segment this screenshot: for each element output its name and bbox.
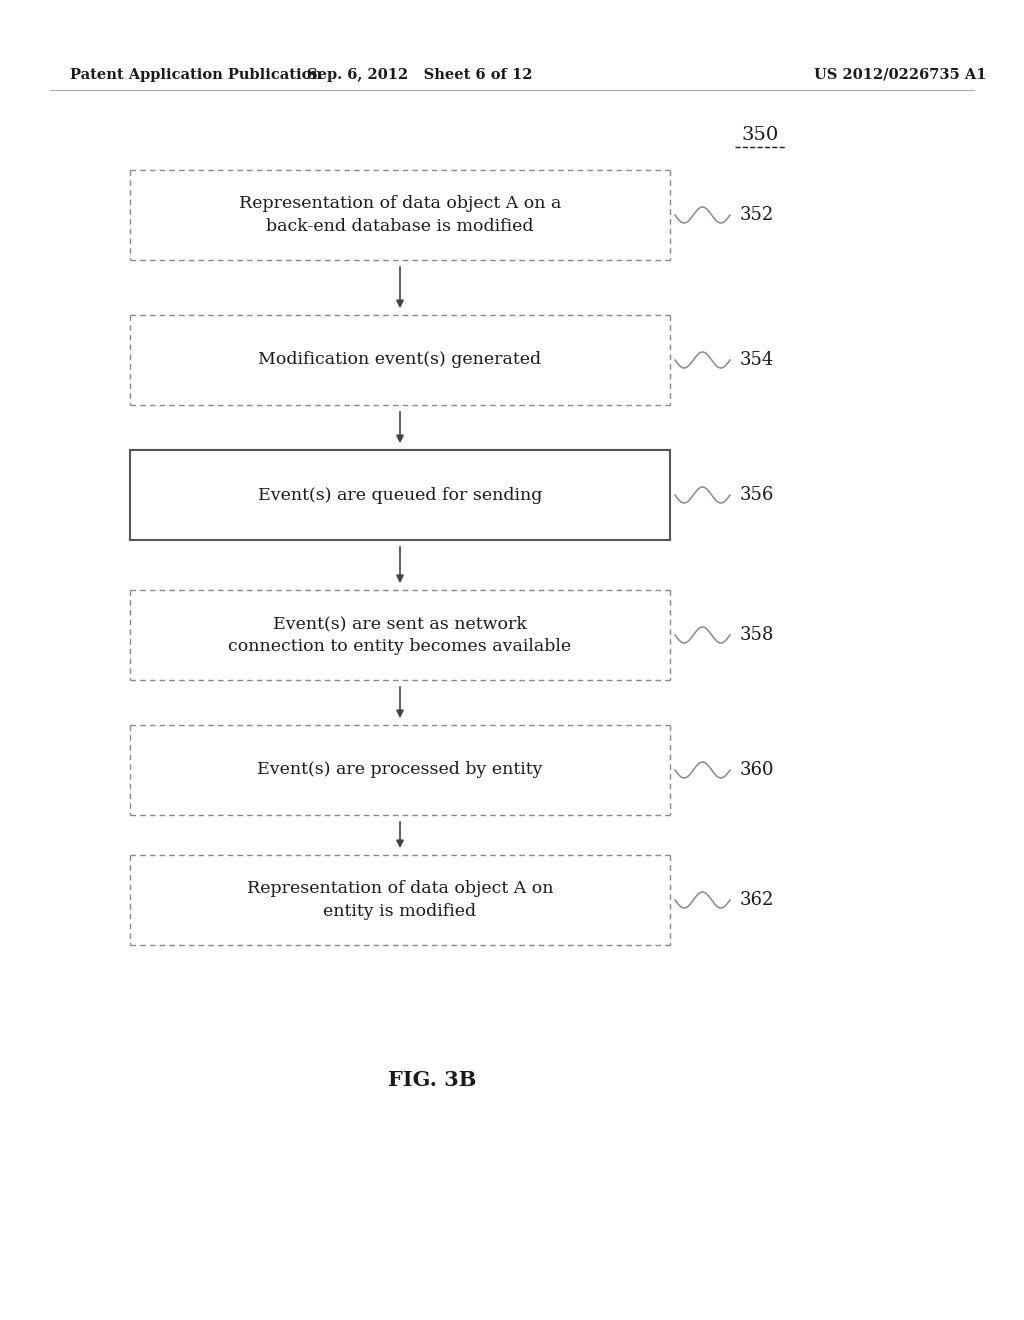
Text: Event(s) are queued for sending: Event(s) are queued for sending	[258, 487, 542, 503]
Text: 350: 350	[741, 125, 778, 144]
Text: 362: 362	[740, 891, 774, 909]
Text: Modification event(s) generated: Modification event(s) generated	[258, 351, 542, 368]
Text: Event(s) are sent as network
connection to entity becomes available: Event(s) are sent as network connection …	[228, 615, 571, 655]
Text: Event(s) are processed by entity: Event(s) are processed by entity	[257, 762, 543, 779]
Text: 360: 360	[740, 762, 774, 779]
Text: 356: 356	[740, 486, 774, 504]
Text: Patent Application Publication: Patent Application Publication	[70, 69, 322, 82]
Text: US 2012/0226735 A1: US 2012/0226735 A1	[814, 69, 986, 82]
Text: Representation of data object A on a
back-end database is modified: Representation of data object A on a bac…	[239, 195, 561, 235]
Text: Sep. 6, 2012   Sheet 6 of 12: Sep. 6, 2012 Sheet 6 of 12	[307, 69, 532, 82]
Text: 354: 354	[740, 351, 774, 370]
Text: 352: 352	[740, 206, 774, 224]
Text: 358: 358	[740, 626, 774, 644]
Text: Representation of data object A on
entity is modified: Representation of data object A on entit…	[247, 880, 553, 920]
Bar	[130, 450, 670, 540]
Text: FIG. 3B: FIG. 3B	[388, 1071, 476, 1090]
